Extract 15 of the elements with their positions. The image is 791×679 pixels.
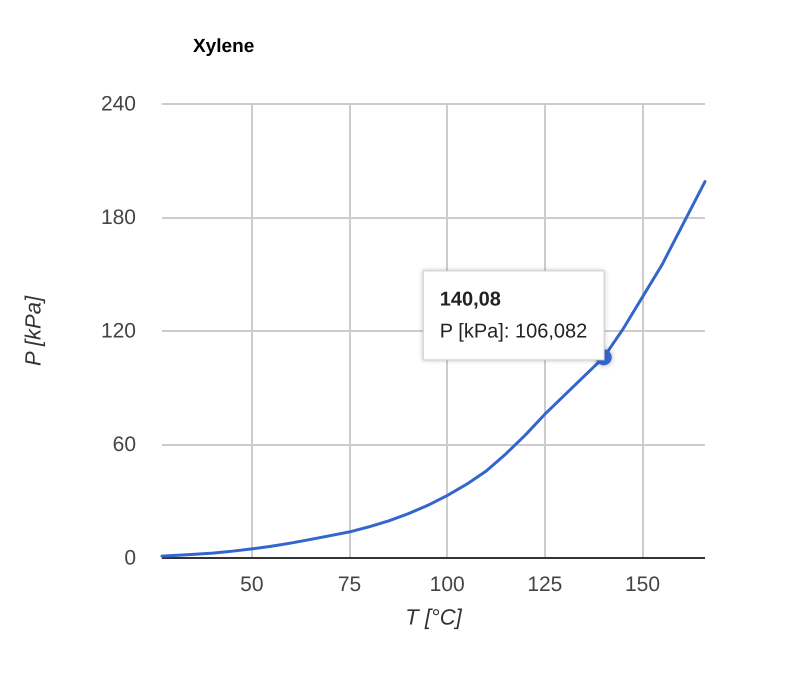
y-tick-label: 180: [100, 206, 136, 229]
chart-title: Xylene: [193, 36, 254, 57]
x-tick-label: 75: [338, 573, 362, 596]
y-axis-title: P [kPa]: [20, 295, 46, 366]
line-series: [160, 180, 706, 558]
x-tick-label: 150: [624, 573, 660, 596]
y-tick-label: 60: [112, 433, 136, 456]
y-tick-label: 0: [124, 546, 136, 570]
y-tick-label: 120: [100, 320, 136, 342]
x-tick-label: 50: [240, 573, 264, 596]
x-tick-label: 125: [527, 573, 562, 596]
y-tick-label: 240: [100, 92, 136, 116]
x-axis-title: T [°C]: [405, 604, 463, 630]
annotation: 140,08 P [kPa]: 106,082: [440, 288, 588, 342]
x-tick-label: 100: [430, 573, 465, 596]
